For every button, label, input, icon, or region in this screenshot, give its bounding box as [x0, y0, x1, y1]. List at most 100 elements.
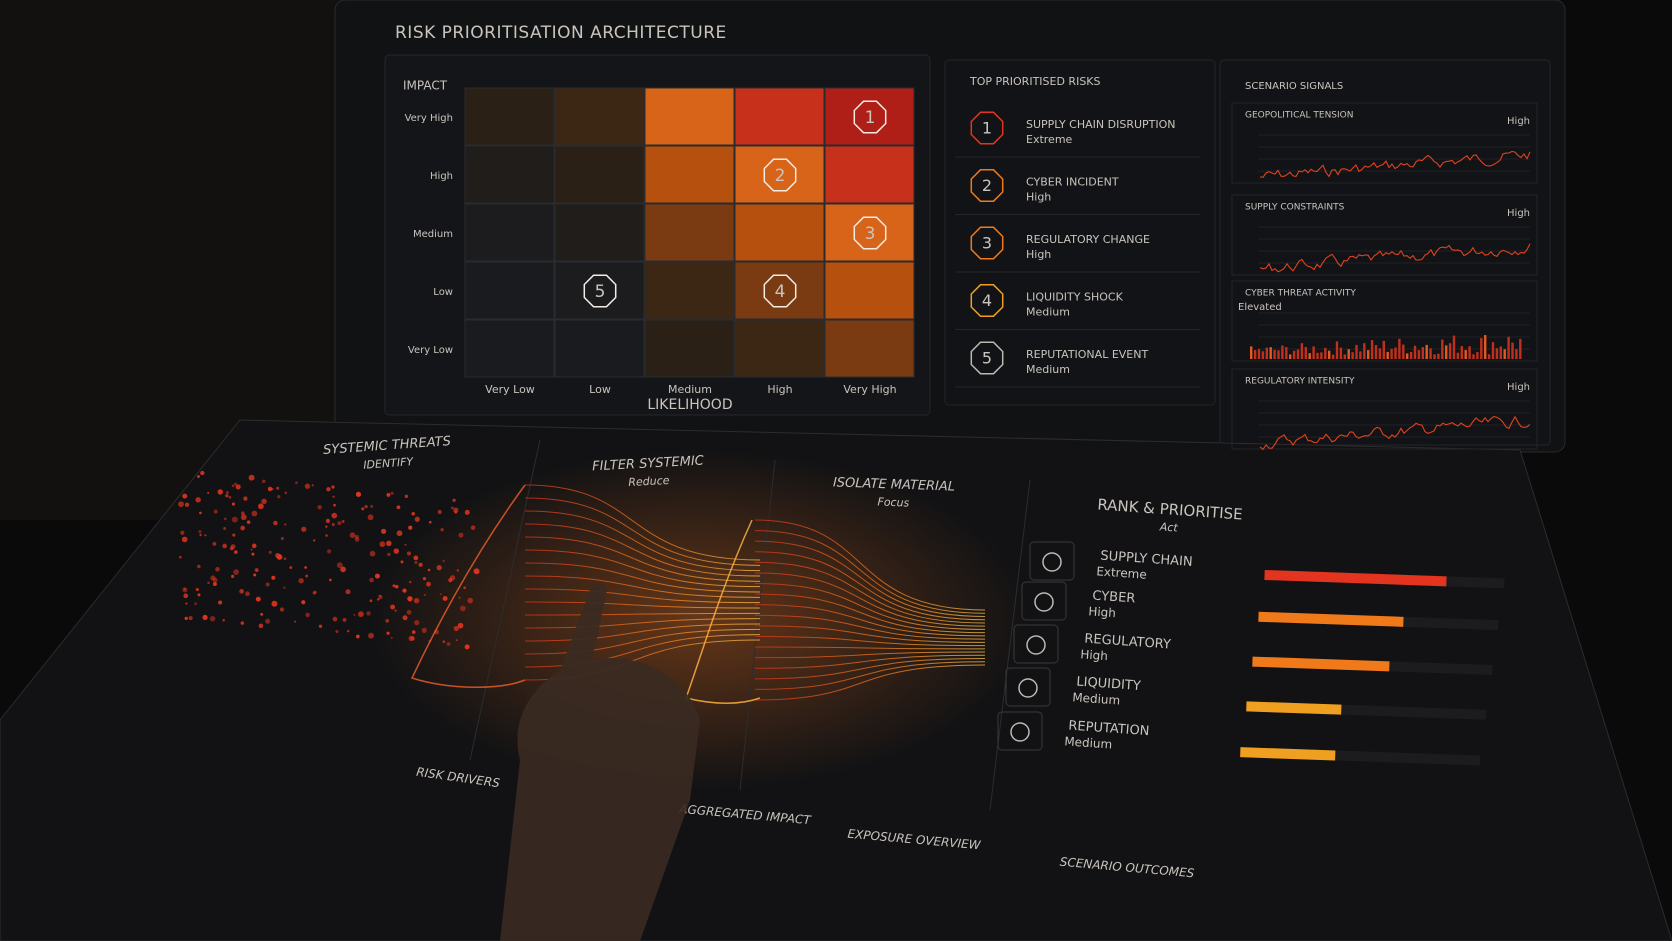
signal-bar: [1406, 353, 1409, 359]
rank-icon: [1042, 552, 1062, 572]
threat-dot: [318, 624, 323, 628]
threat-dot: [364, 504, 368, 509]
signal-bar: [1452, 335, 1456, 359]
flow-strand: [754, 561, 986, 624]
signal-bar: [1253, 349, 1257, 359]
risk-level: High: [1026, 191, 1051, 204]
threat-dot: [180, 530, 185, 535]
flow-strand: [754, 551, 986, 621]
rank-icon-box: [1029, 541, 1075, 581]
funnel-rim: [410, 484, 526, 689]
flow-strand: [524, 536, 761, 582]
threat-dot: [198, 530, 202, 534]
threat-dot: [326, 549, 332, 554]
threat-dot: [326, 487, 331, 492]
flow-strand: [524, 510, 761, 572]
signal-bar: [1448, 343, 1452, 359]
matrix-cell: [644, 145, 735, 204]
signal-bar: [1417, 350, 1421, 359]
threat-dot: [336, 562, 343, 569]
threat-dot: [464, 644, 470, 650]
threat-dot: [231, 574, 235, 578]
threat-dot: [284, 491, 288, 495]
threat-dot: [195, 588, 199, 592]
rank-number: 2: [982, 176, 992, 195]
threat-dot: [394, 584, 399, 589]
signal-bar: [1335, 341, 1339, 359]
threat-dot: [230, 544, 236, 550]
threat-dot: [377, 598, 380, 601]
signal-level: Elevated: [1238, 302, 1282, 313]
threat-dot: [280, 536, 284, 540]
threat-dot: [184, 502, 190, 507]
rank-level: Medium: [1064, 734, 1113, 751]
threat-dot: [458, 532, 464, 538]
threat-dot: [335, 629, 339, 634]
threat-dot: [260, 612, 264, 616]
risk-name: REPUTATIONAL EVENT: [1026, 348, 1148, 361]
y-tick-label: Low: [433, 287, 453, 298]
threat-dot: [251, 510, 258, 517]
threat-dot: [265, 582, 270, 587]
threat-dot: [188, 616, 193, 621]
stage-title: ISOLATE MATERIAL: [833, 475, 956, 494]
signal-name: CYBER THREAT ACTIVITY: [1245, 289, 1356, 299]
threat-dot: [276, 486, 280, 490]
signal-bar: [1328, 350, 1331, 359]
threat-dot: [268, 550, 272, 554]
rank-name: REPUTATION: [1068, 719, 1150, 740]
signal-bar: [1507, 336, 1510, 359]
threat-dot: [467, 597, 474, 604]
threat-dot: [341, 520, 345, 523]
threat-dot: [410, 636, 415, 641]
threat-dot: [304, 483, 311, 489]
stage-divider: [989, 479, 1031, 811]
signal-bar: [1382, 340, 1385, 359]
flow-strand: [754, 519, 986, 611]
threat-dot: [231, 502, 236, 506]
threat-dot: [283, 586, 286, 589]
matrix-cell: [644, 203, 735, 262]
threat-dot: [369, 550, 376, 557]
threat-dot: [342, 617, 347, 622]
threat-dot: [255, 596, 261, 602]
rank-bar: [1264, 569, 1447, 587]
threat-dot: [207, 491, 210, 494]
threat-dot: [313, 539, 316, 542]
rank-badge: [970, 226, 1004, 260]
threat-dot: [304, 566, 307, 569]
threat-dot: [354, 534, 359, 539]
rank-level: Medium: [1072, 690, 1121, 707]
threat-dot: [226, 491, 229, 494]
risk-marker-label: 2: [775, 166, 786, 186]
rank-icon: [1026, 635, 1046, 655]
signal-name: REGULATORY INTENSITY: [1245, 377, 1355, 387]
threat-dot: [460, 605, 466, 612]
threat-dot: [449, 575, 456, 581]
matrix-cell: [464, 319, 555, 378]
threat-dot: [235, 484, 241, 490]
threat-dot: [325, 534, 328, 537]
signal-bar: [1292, 350, 1296, 359]
risk-marker-label: 5: [595, 282, 606, 302]
threat-dot: [223, 527, 227, 531]
threat-dot: [284, 523, 287, 526]
threat-dot: [421, 627, 427, 633]
signal-bar: [1499, 346, 1502, 359]
threat-dot: [349, 532, 356, 539]
flow-strand: [754, 654, 986, 669]
signal-bar: [1331, 354, 1335, 359]
rank-number: 4: [982, 291, 992, 310]
threat-dot: [195, 497, 201, 503]
rank-icon: [1034, 592, 1054, 612]
threat-dot: [182, 493, 188, 499]
threat-dot: [353, 613, 356, 616]
threat-dot: [440, 527, 444, 532]
threat-dot: [368, 632, 375, 639]
signal-level: High: [1507, 208, 1530, 219]
threat-dot: [423, 593, 426, 596]
rank-bar: [1240, 747, 1336, 761]
funnel-rim: [685, 519, 761, 704]
